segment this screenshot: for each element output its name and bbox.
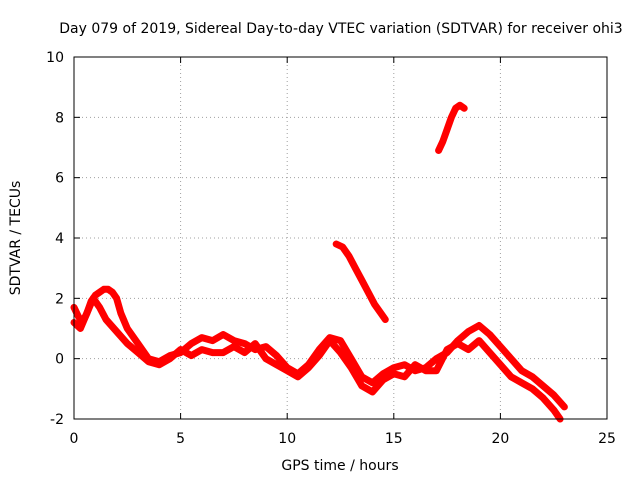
series-line-track-d <box>435 101 468 154</box>
y-tick-label: 8 <box>55 110 64 126</box>
y-tick-label: 4 <box>55 231 64 247</box>
chart-title: Day 079 of 2019, Sidereal Day-to-day VTE… <box>59 21 622 37</box>
y-tick-label: 6 <box>55 171 64 187</box>
x-tick-label: 5 <box>176 431 185 447</box>
y-tick-label: 2 <box>55 291 64 307</box>
series-line-track-b <box>70 294 564 423</box>
series-line-track-a <box>70 285 568 411</box>
x-tick-label: 25 <box>598 431 616 447</box>
x-tick-label: 20 <box>491 431 509 447</box>
plot-frame <box>73 56 608 420</box>
x-tick-label: 15 <box>385 431 403 447</box>
series-line-track-c <box>332 240 389 323</box>
series-layer <box>70 101 568 423</box>
x-tick-label: 10 <box>278 431 296 447</box>
x-tick-label: 0 <box>70 431 79 447</box>
y-tick-label: 0 <box>55 352 64 368</box>
x-axis-label: GPS time / hours <box>281 458 398 474</box>
y-axis-label: SDTVAR / TECUs <box>8 181 24 296</box>
grid <box>74 57 607 419</box>
y-tick-label: 10 <box>46 50 64 66</box>
y-tick-label: -2 <box>50 412 64 428</box>
